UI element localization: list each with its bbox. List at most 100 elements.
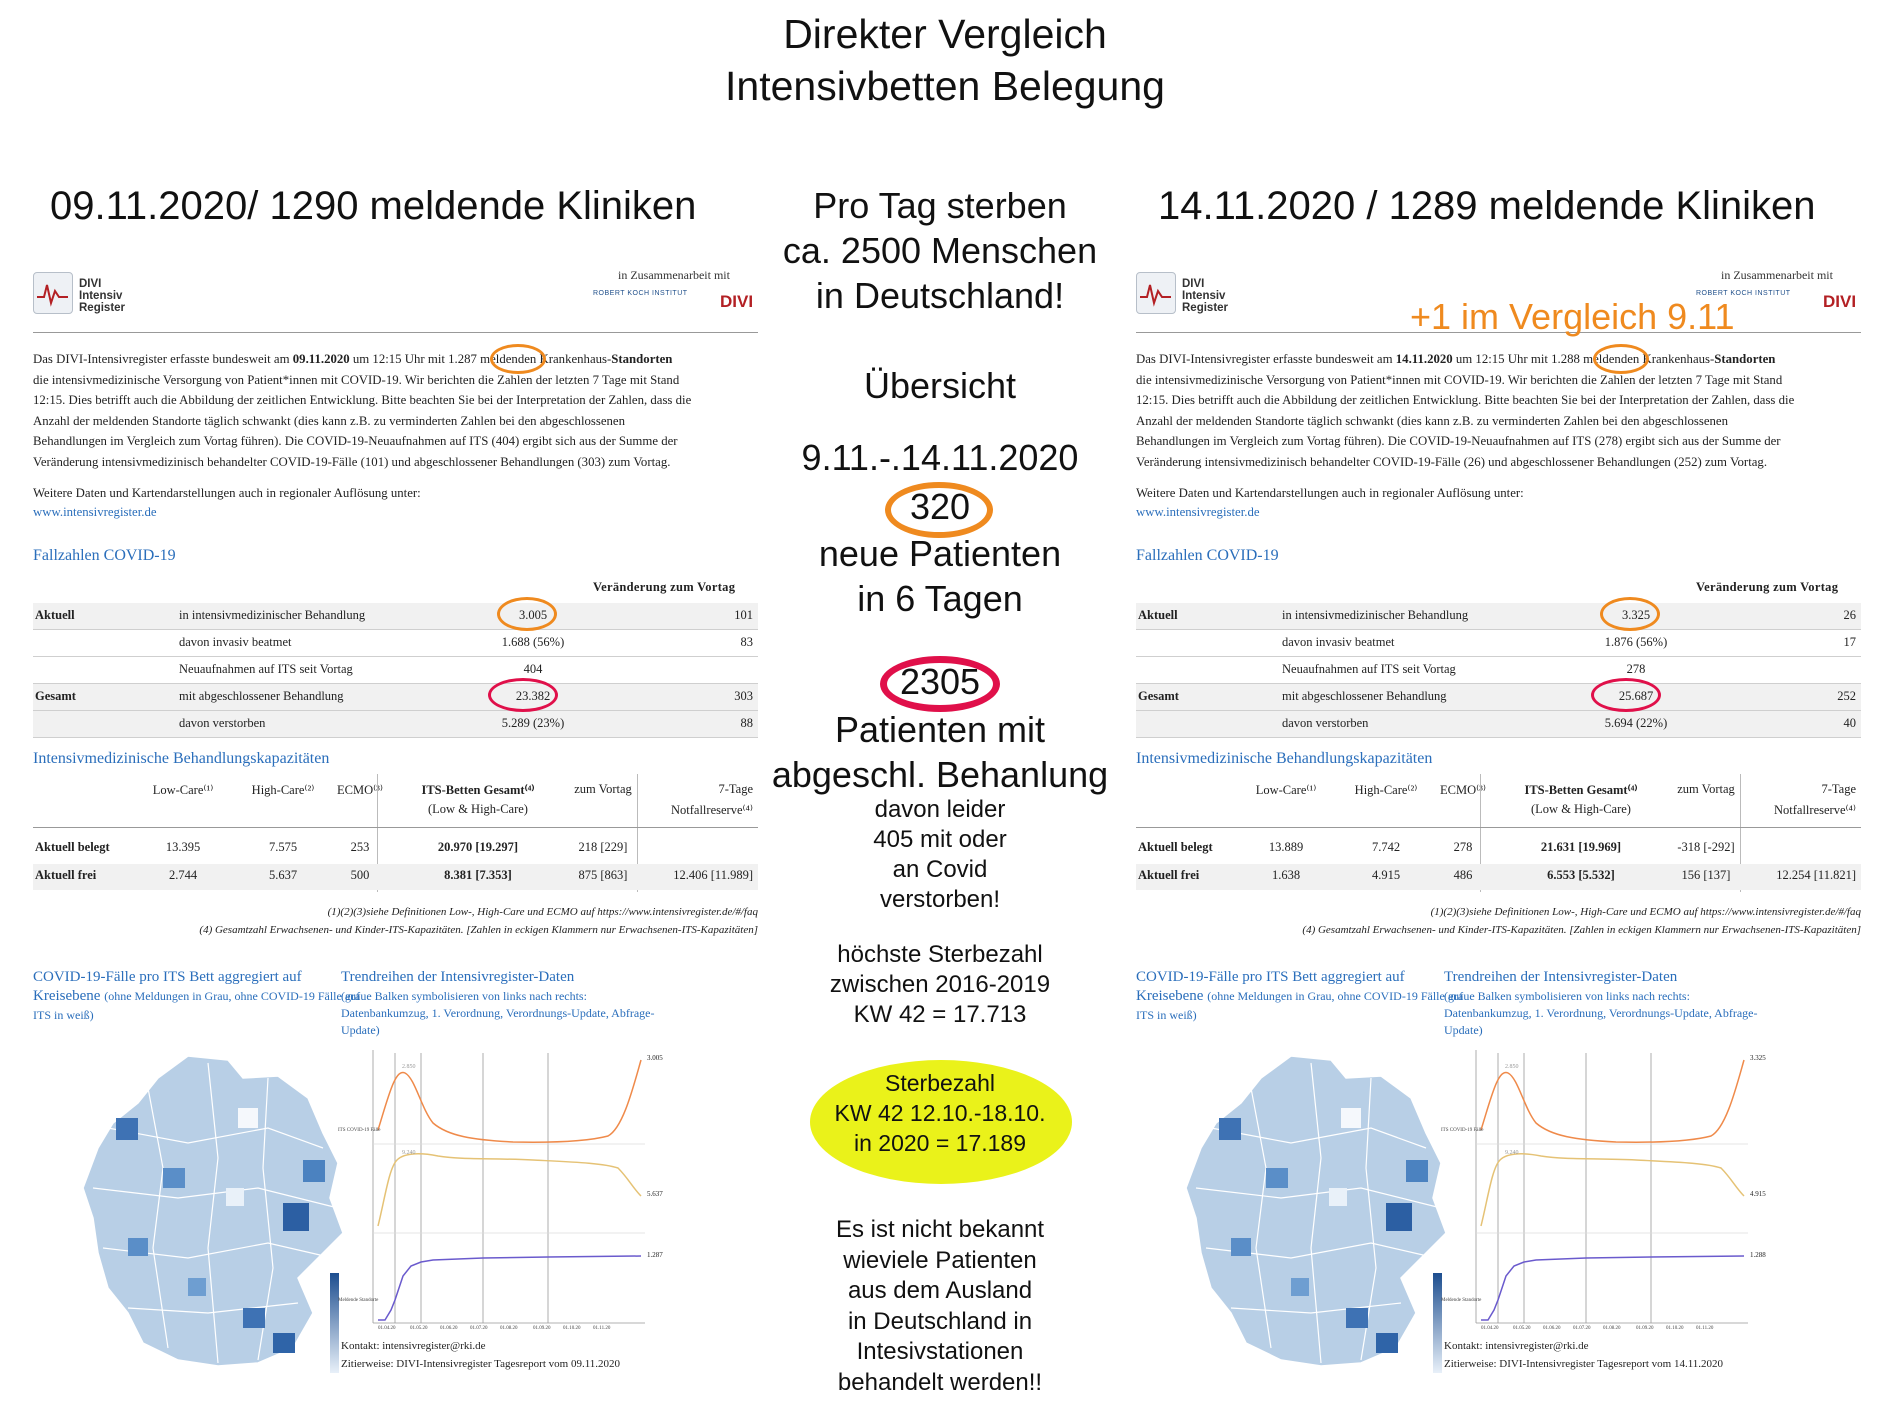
trend-end-value: 4.915 <box>1750 1190 1766 1198</box>
citation-text: Zitierweise: DIVI-Intensivregister Tages… <box>341 1358 621 1370</box>
row-divider <box>33 827 758 828</box>
trend-x-tick: 01.08.20 <box>1603 1326 1621 1331</box>
trend-line-covid-cases <box>377 1059 642 1143</box>
intro-paragraph: Das DIVI-Intensivregister erfasste bunde… <box>33 349 758 472</box>
capacity-divider <box>1480 774 1481 892</box>
bottom-note-line: aus dem Ausland <box>847 1277 1033 1304</box>
trend-x-tick: 01.10.20 <box>1666 1326 1684 1331</box>
more-data-text: Weitere Daten und Kartendarstellungen au… <box>1136 486 1524 500</box>
sites-highlight-circle <box>490 344 546 374</box>
cooperation-label: in Zusammenarbeit mit <box>618 268 730 282</box>
trend-end-value: 5.637 <box>647 1190 663 1198</box>
case-row-value: 404 <box>523 662 543 676</box>
divi-logo-icon <box>1136 272 1176 314</box>
capacity-header: Low-Care⁽¹⁾ <box>152 783 214 797</box>
closed-treatment-text: Patienten mit abgeschl. Behanlung <box>740 707 1140 797</box>
max-deaths-line: KW 42 = 17.713 <box>853 1001 1027 1028</box>
row-band <box>1136 711 1861 737</box>
footnote: (4) Gesamtzahl Erwachsenen- und Kinder-I… <box>1302 924 1861 936</box>
citation-text: Zitierweise: DIVI-Intensivregister Tages… <box>1444 1358 1724 1370</box>
capacity-occupied-value: -318 [-292] <box>1677 840 1735 854</box>
case-row-change: 101 <box>734 608 753 622</box>
max-deaths-line: zwischen 2016-2019 <box>829 971 1051 998</box>
capacity-divider <box>637 774 638 892</box>
divi-brand-logo: DIVI <box>720 292 754 311</box>
capacity-header: ECMO⁽³⁾ <box>336 783 383 797</box>
trend-line-covid-cases <box>1480 1059 1745 1143</box>
row-band <box>33 711 758 737</box>
capacity-occupied-value: 20.970 [19.297] <box>437 840 519 854</box>
trend-caption-title: Trendreihen der Intensivregister-Daten <box>1444 969 1678 985</box>
deaths-line: 405 mit oder <box>873 826 1007 853</box>
intro-line: Behandlungen im Vergleich zum Vortag füh… <box>1136 434 1781 448</box>
map-hotspots <box>116 1108 325 1353</box>
sites-highlight-circle <box>1593 344 1649 374</box>
case-row-label: davon verstorben <box>1282 716 1369 730</box>
new-patients-number: 320 <box>909 486 971 527</box>
row-divider <box>1136 710 1861 711</box>
cases-section-title: Fallzahlen COVID-19 <box>33 547 176 564</box>
trend-x-tick: 01.09.20 <box>1636 1326 1654 1331</box>
capacity-occupied-value: 7.575 <box>268 840 298 854</box>
intro-text: um 12:15 Uhr mit <box>352 352 445 366</box>
capacity-free-value: 12.254 [11.821] <box>1776 868 1856 882</box>
case-row-label: mit abgeschlossener Behandlung <box>179 689 344 703</box>
trend-end-value: 1.288 <box>1750 1251 1766 1259</box>
case-row-label: davon invasiv beatmet <box>1282 635 1395 649</box>
capacity-header: Notfallreserve⁽⁴⁾ <box>671 803 753 817</box>
case-row-value: 278 <box>1626 662 1646 676</box>
row-band <box>33 603 758 629</box>
row-band <box>1136 684 1861 710</box>
bottom-note-line: in Deutschland in <box>847 1307 1033 1335</box>
case-row-value: 5.289 (23%) <box>501 716 565 730</box>
capacity-free-value: 156 [137] <box>1681 868 1731 882</box>
date-range: 9.11.-.14.11.2020 <box>801 437 1079 478</box>
capacity-header: High-Care⁽²⁾ <box>1354 783 1418 797</box>
capacity-header: ECMO⁽³⁾ <box>1439 783 1486 797</box>
report-panel-left: DIVI Intensiv Register in Zusammenarbeit … <box>33 268 758 1378</box>
intro-line: Das DIVI-Intensivregister erfasste bunde… <box>33 349 758 370</box>
new-patients-text: neue Patienten in 6 Tagen <box>750 531 1130 621</box>
report-date: 09.11.2020 <box>292 352 350 366</box>
row-divider <box>33 629 758 630</box>
trend-line-free-beds <box>377 1153 642 1227</box>
map-caption-note: (ohne Meldungen in Grau, ohne COVID-19 F… <box>33 989 361 1022</box>
capacity-free-value: 8.381 [7.353] <box>444 868 512 882</box>
trend-peak-label: 2.850 <box>402 1064 416 1070</box>
title-line-2: Intensivbetten Belegung <box>725 63 1165 109</box>
capacity-free-value: 875 [863] <box>578 868 628 882</box>
intro-text: Das DIVI-Intensivregister erfasste bunde… <box>1136 352 1393 366</box>
divi-brand-logo: DIVI <box>1823 292 1857 311</box>
trend-label: Meldende Standorte <box>1441 1298 1482 1303</box>
logo-name-line: Register <box>79 302 126 314</box>
footnote: (1)(2)(3)siehe Definitionen Low-, High-C… <box>1430 906 1861 918</box>
footnote: (1)(2)(3)siehe Definitionen Low-, High-C… <box>327 906 758 918</box>
capacity-free-value: 2.744 <box>168 868 198 882</box>
deaths-text: davon leider 405 mit oder an Covid verst… <box>750 795 1130 915</box>
register-link[interactable]: www.intensivregister.de <box>1136 505 1260 519</box>
intro-line: Das DIVI-Intensivregister erfasste bunde… <box>1136 349 1861 370</box>
capacity-occupied-value: 278 <box>1453 840 1473 854</box>
title-line-1: Direkter Vergleich <box>783 11 1107 57</box>
register-link[interactable]: www.intensivregister.de <box>33 505 157 519</box>
logo-name: DIVI Intensiv Register <box>1182 278 1228 314</box>
case-row-label: davon invasiv beatmet <box>179 635 292 649</box>
trend-end-value: 3.325 <box>1750 1054 1766 1062</box>
trend-x-tick: 01.07.20 <box>470 1326 488 1331</box>
deaths-line: davon leider <box>874 796 1006 823</box>
capacity-section-title: Intensivmedizinische Behandlungskapazitä… <box>33 750 330 767</box>
row-band <box>1136 864 1861 890</box>
logo-name-line: Intensiv <box>79 290 123 302</box>
group-label-total: Gesamt <box>35 689 76 703</box>
trend-x-tick: 01.10.20 <box>563 1326 581 1331</box>
contact-text: Kontakt: intensivregister@rki.de <box>341 1340 486 1352</box>
trend-x-tick: 01.06.20 <box>1543 1326 1561 1331</box>
capacity-section-title: Intensivmedizinische Behandlungskapazitä… <box>1136 750 1433 767</box>
capacity-occupied-value: 7.742 <box>1371 840 1401 854</box>
case-row-label: Neuaufnahmen auf ITS seit Vortag <box>179 662 353 676</box>
trend-x-tick: 01.04.20 <box>378 1326 396 1331</box>
row-band <box>33 864 758 890</box>
case-row-value: 5.694 (22%) <box>1604 716 1668 730</box>
change-header: Veränderung zum Vortag <box>1696 580 1839 594</box>
deaths-line: verstorben! <box>879 886 1001 913</box>
